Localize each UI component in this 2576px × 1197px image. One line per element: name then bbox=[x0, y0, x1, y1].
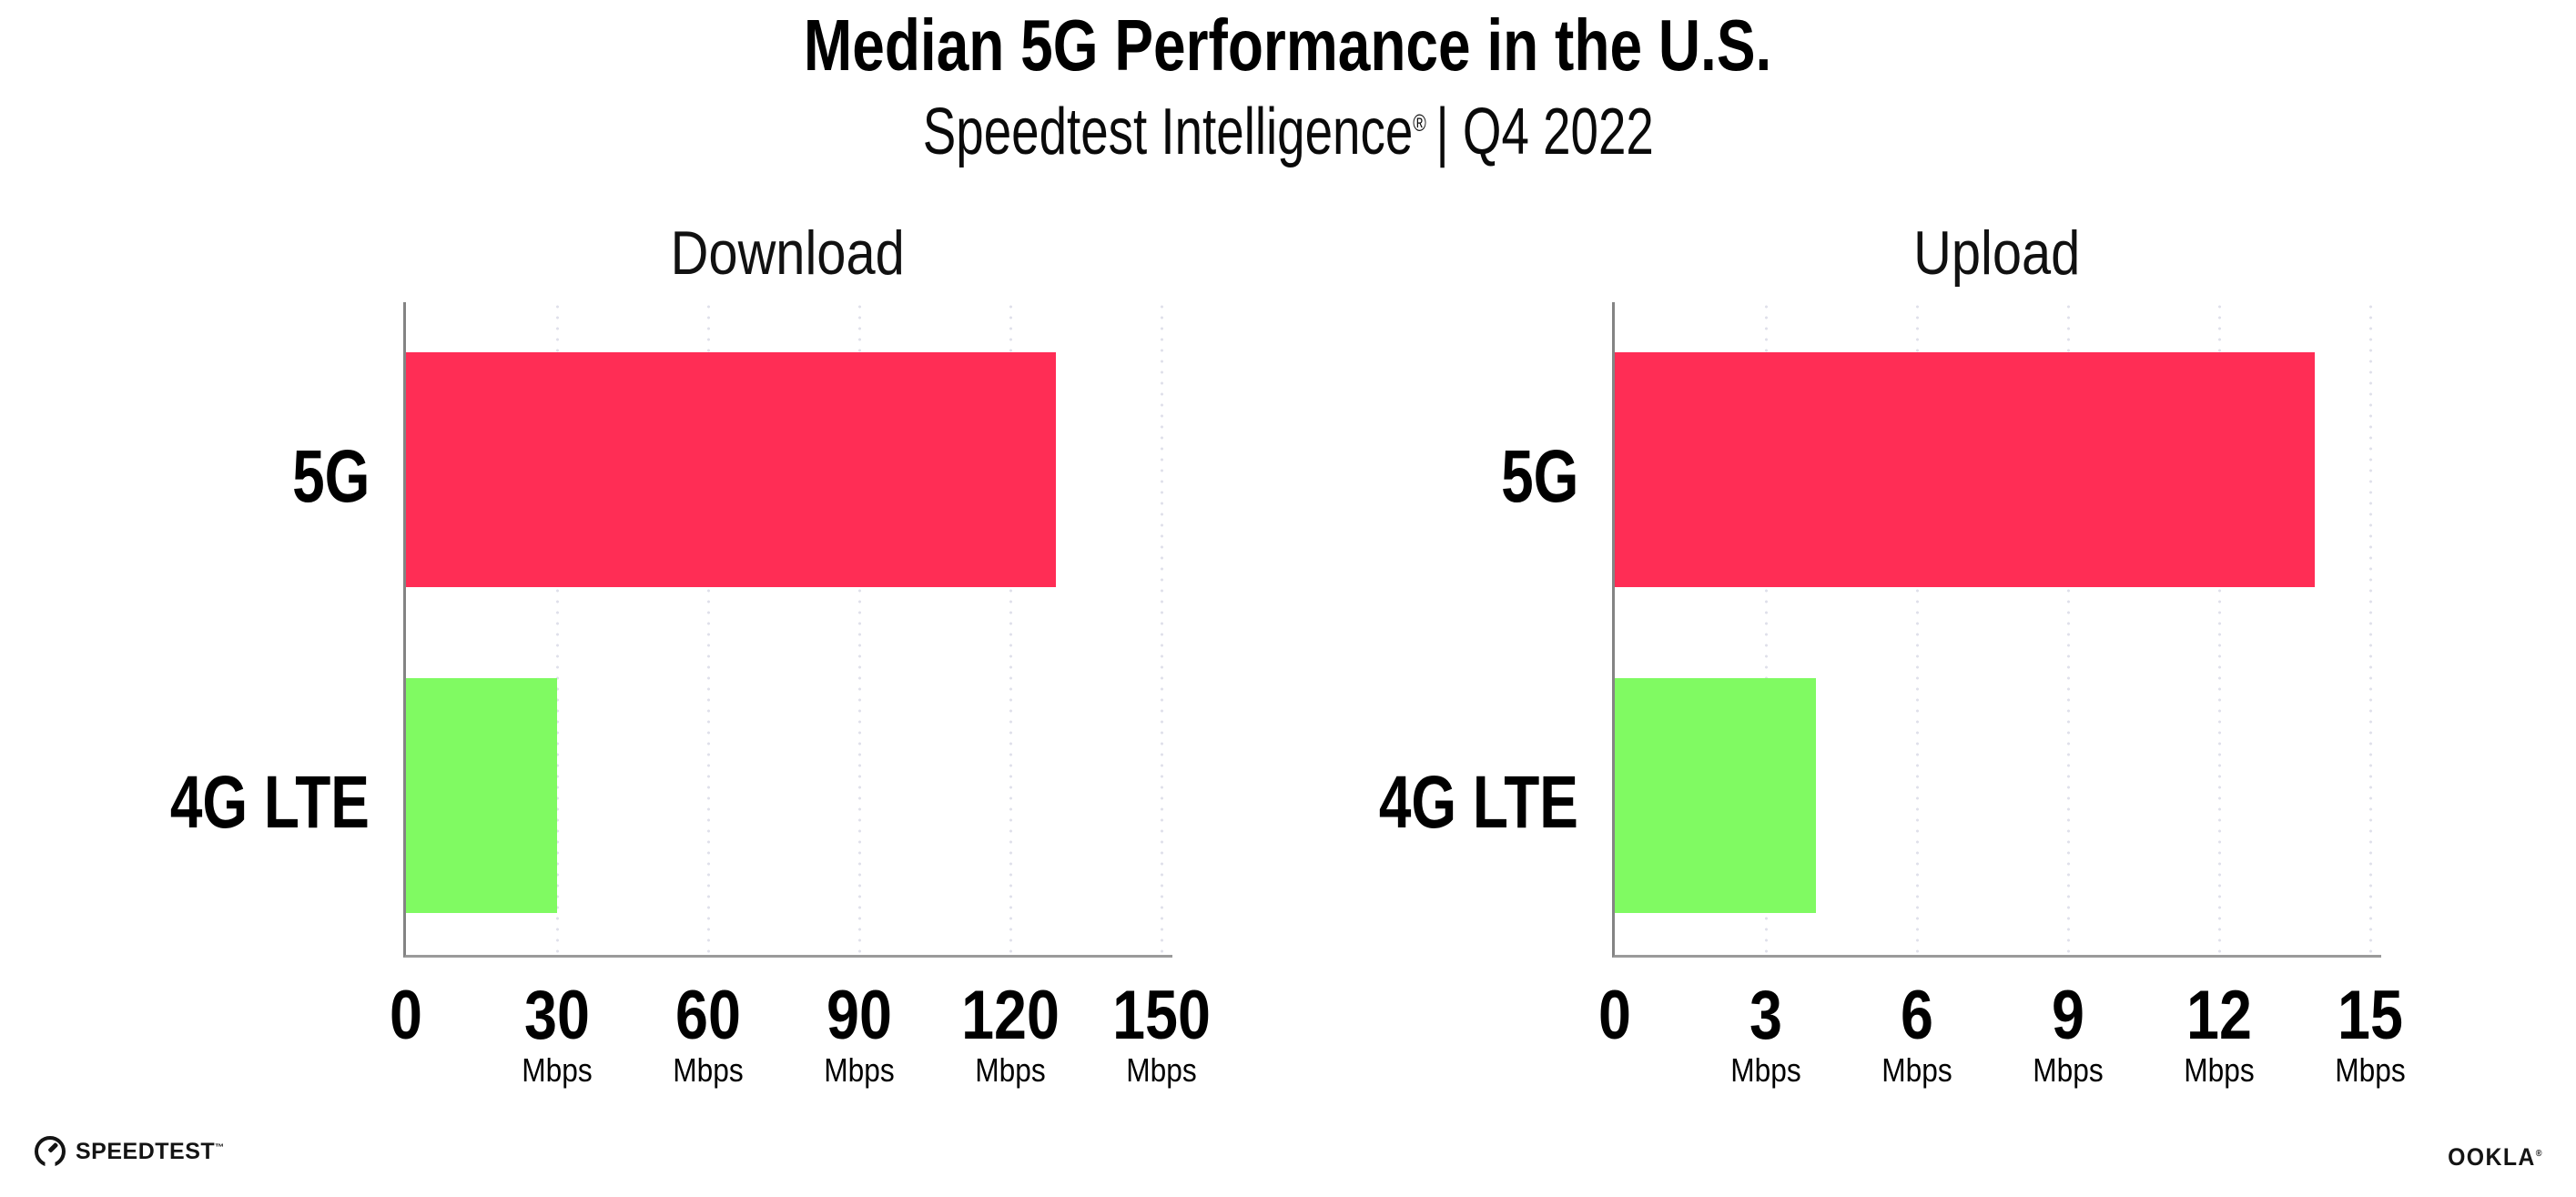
registered-mark: ® bbox=[1412, 109, 1426, 137]
x-tick-0: 0 bbox=[1596, 981, 1634, 1050]
gridline-3 bbox=[1765, 302, 1768, 958]
subtitle-brand: Speedtest Intelligence bbox=[922, 96, 1413, 168]
x-tick-value: 150 bbox=[1112, 977, 1211, 1054]
x-tick-0: 0 bbox=[387, 981, 425, 1050]
x-tick-unit: Mbps bbox=[673, 1051, 744, 1089]
bar-4g-lte bbox=[406, 678, 557, 913]
gridline-150 bbox=[1161, 302, 1163, 958]
x-tick-60: 60 Mbps bbox=[668, 981, 748, 1087]
gridline-15 bbox=[2369, 302, 2372, 958]
x-tick-unit: Mbps bbox=[2335, 1051, 2406, 1089]
row-label-5g: 5G bbox=[1500, 435, 1578, 518]
speedtest-logo: SPEEDTEST™ bbox=[35, 1136, 225, 1169]
gridline-120 bbox=[1009, 302, 1012, 958]
gridline-6 bbox=[1916, 302, 1919, 958]
row-label-4g-lte: 4G LTE bbox=[169, 761, 370, 844]
x-tick-unit: Mbps bbox=[2033, 1051, 2104, 1089]
registered-mark: ® bbox=[2535, 1149, 2543, 1159]
gridline-30 bbox=[556, 302, 559, 958]
row-label-4g-lte: 4G LTE bbox=[1378, 761, 1578, 844]
x-tick-unit: Mbps bbox=[1730, 1051, 1801, 1089]
bar-4g-lte bbox=[1615, 678, 1817, 913]
page-subtitle: Speedtest Intelligence® | Q4 2022 bbox=[0, 96, 2576, 168]
x-tick-value: 0 bbox=[1598, 977, 1631, 1054]
upload-chart: Upload 0 3 Mbps 6 Mbps 9 Mbps 12 Mbps 15 Mbps 5G 4G … bbox=[1379, 0, 2406, 1197]
x-tick-value: 90 bbox=[827, 977, 892, 1054]
chart-title: Upload bbox=[1612, 222, 2381, 284]
x-tick-value: 12 bbox=[2186, 977, 2252, 1054]
page-title-text: Median 5G Performance in the U.S. bbox=[804, 5, 1772, 86]
bar-5g bbox=[1615, 352, 2316, 587]
x-tick-value: 15 bbox=[2338, 977, 2403, 1054]
x-tick-unit: Mbps bbox=[2184, 1051, 2255, 1089]
x-tick-value: 60 bbox=[675, 977, 741, 1054]
download-chart: Download 0 30 Mbps 60 Mbps 90 Mbps 120 Mbps 150 Mb… bbox=[170, 0, 1211, 1197]
x-tick-12: 12 Mbps bbox=[2179, 981, 2259, 1087]
x-tick-30: 30 Mbps bbox=[517, 981, 597, 1087]
x-tick-value: 30 bbox=[524, 977, 590, 1054]
x-tick-unit: Mbps bbox=[975, 1051, 1046, 1089]
gridline-12 bbox=[2218, 302, 2221, 958]
subtitle-period: | Q4 2022 bbox=[1435, 96, 1654, 168]
x-tick-120: 120 Mbps bbox=[953, 981, 1069, 1087]
ookla-logo: OOKLA® bbox=[2439, 1145, 2543, 1170]
x-tick-unit: Mbps bbox=[824, 1051, 895, 1089]
x-tick-6: 6 Mbps bbox=[1877, 981, 1957, 1087]
page-title: Median 5G Performance in the U.S. bbox=[0, 9, 2576, 82]
speedtest-gauge-icon bbox=[35, 1136, 66, 1169]
x-tick-unit: Mbps bbox=[1126, 1051, 1197, 1089]
x-tick-value: 120 bbox=[961, 977, 1060, 1054]
x-tick-15: 15 Mbps bbox=[2330, 981, 2410, 1087]
x-tick-value: 0 bbox=[390, 977, 422, 1054]
plot-area: 0 3 Mbps 6 Mbps 9 Mbps 12 Mbps 15 Mbps 5G 4G LTE bbox=[1379, 302, 2406, 1087]
x-tick-value: 9 bbox=[2052, 977, 2084, 1054]
gridline-9 bbox=[2067, 302, 2070, 958]
x-tick-90: 90 Mbps bbox=[819, 981, 899, 1087]
gauge-needle-icon bbox=[47, 1141, 58, 1153]
chart-title: Download bbox=[403, 222, 1172, 284]
chart-title-text: Upload bbox=[1912, 218, 2081, 288]
x-tick-value: 6 bbox=[1901, 977, 1933, 1054]
trademark-mark: ™ bbox=[215, 1142, 225, 1153]
x-tick-150: 150 Mbps bbox=[1104, 981, 1220, 1087]
plot-area: 0 30 Mbps 60 Mbps 90 Mbps 120 Mbps 150 Mbps 5G 4G LT… bbox=[170, 302, 1211, 1087]
gridline-60 bbox=[707, 302, 710, 958]
ookla-wordmark: OOKLA bbox=[2448, 1143, 2536, 1171]
bar-5g bbox=[406, 352, 1056, 587]
gridline-90 bbox=[858, 302, 861, 958]
speedtest-wordmark: SPEEDTEST bbox=[76, 1138, 216, 1164]
chart-title-text: Download bbox=[670, 218, 906, 288]
x-tick-9: 9 Mbps bbox=[2028, 981, 2108, 1087]
row-label-5g: 5G bbox=[291, 435, 370, 518]
x-tick-unit: Mbps bbox=[522, 1051, 593, 1089]
x-tick-unit: Mbps bbox=[1881, 1051, 1952, 1089]
x-tick-3: 3 Mbps bbox=[1726, 981, 1806, 1087]
x-tick-value: 3 bbox=[1749, 977, 1782, 1054]
